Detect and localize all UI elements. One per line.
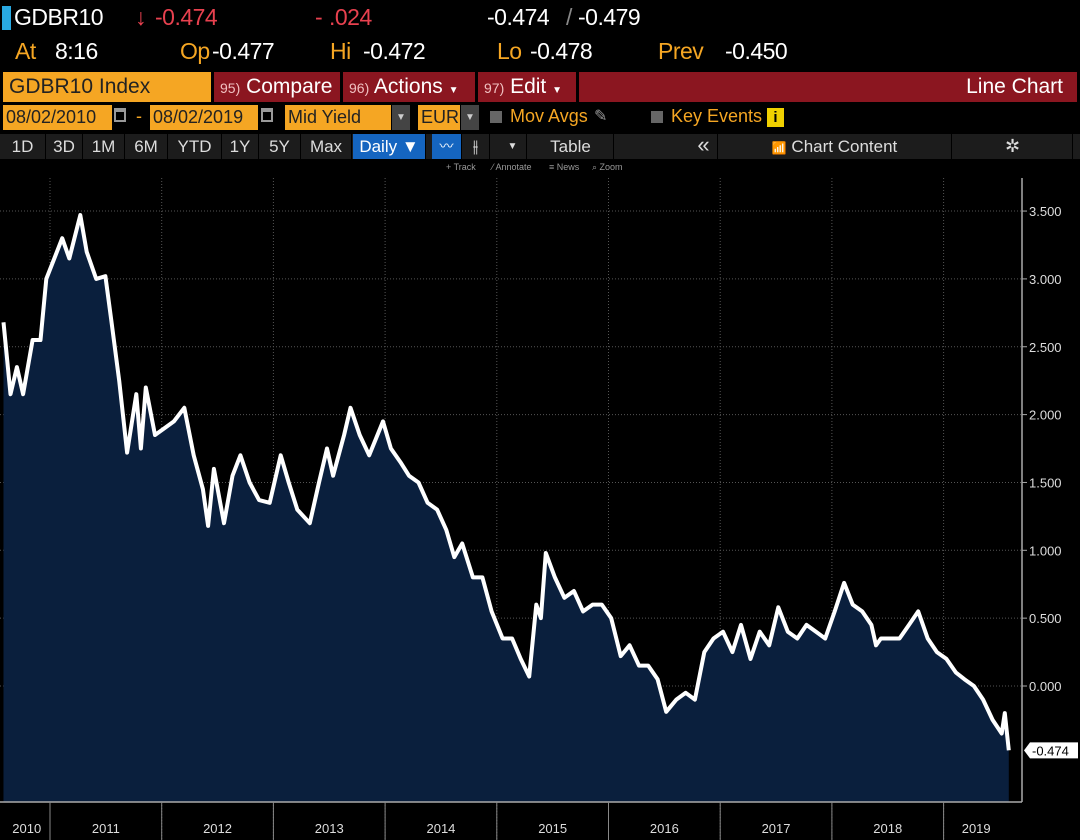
field-select[interactable]: Mid Yield: [285, 105, 391, 130]
compare-label: Compare: [246, 75, 333, 98]
frequency-select[interactable]: Daily ▼: [353, 134, 426, 159]
net-change: .024: [329, 4, 372, 30]
y-tick-label: 3.500: [1029, 204, 1062, 219]
x-tick-label: 2011: [92, 821, 120, 836]
period-3d[interactable]: 3D: [46, 134, 83, 159]
x-tick-label: 2010: [12, 821, 41, 836]
bid: -0.474: [487, 4, 550, 30]
info-icon[interactable]: i: [767, 108, 784, 127]
high-value: -0.472: [363, 38, 426, 64]
high-label: Hi: [330, 38, 351, 64]
track-tool[interactable]: + Track: [446, 162, 476, 172]
yield-line: [1, 213, 1011, 751]
x-tick-label: 2014: [426, 821, 455, 836]
net-change-sign: -: [315, 4, 323, 30]
y-tick-label: 0.000: [1029, 679, 1062, 694]
edit-label: Edit: [510, 75, 547, 98]
y-tick-label: 2.500: [1029, 340, 1062, 355]
news-tool[interactable]: ≡ News: [549, 162, 580, 172]
annotate-tool[interactable]: ⁄ Annotate: [492, 162, 532, 172]
end-date-field[interactable]: 08/02/2019: [150, 105, 258, 130]
area-fill: [3, 215, 1009, 803]
down-arrow-icon: ↓: [135, 4, 147, 30]
period-ytd[interactable]: YTD: [168, 134, 222, 159]
ask: -0.479: [578, 4, 641, 30]
period-1y[interactable]: 1Y: [222, 134, 259, 159]
start-date-field[interactable]: 08/02/2010: [3, 105, 112, 130]
key-events-label: Key Events: [671, 106, 763, 126]
security-text: GDBR10 Index: [9, 75, 151, 98]
x-tick-label: 2017: [762, 821, 791, 836]
chart-content-icon: 📶: [771, 141, 787, 155]
dropdown-icon[interactable]: ▼: [499, 134, 527, 159]
compare-button[interactable]: 95) Compare: [214, 72, 340, 102]
open-value: -0.477: [212, 38, 275, 64]
open-label: Op: [180, 38, 210, 64]
y-tick-label: 1.500: [1029, 475, 1062, 490]
period-max[interactable]: Max: [301, 134, 352, 159]
low-label: Lo: [497, 38, 522, 64]
last-value-label: -0.474: [1032, 743, 1069, 758]
security-field[interactable]: GDBR10 Index: [3, 72, 211, 102]
zoom-tool[interactable]: ⌕ Zoom: [592, 162, 623, 172]
at-value: 8:16: [55, 38, 98, 64]
x-tick-label: 2018: [873, 821, 902, 836]
x-tick-label: 2015: [538, 821, 567, 836]
dropdown-icon[interactable]: ▼: [461, 105, 479, 130]
last-value-tag: [1024, 742, 1078, 759]
line-chart-icon[interactable]: 〰: [432, 134, 462, 159]
y-tick-label: 0.500: [1029, 611, 1062, 626]
last-price: -0.474: [155, 4, 218, 30]
prev-label: Prev: [658, 38, 704, 64]
slash: /: [566, 4, 572, 30]
mov-avgs-label: Mov Avgs: [510, 106, 588, 126]
at-label: At: [15, 38, 36, 64]
low-value: -0.478: [530, 38, 593, 64]
ticker: GDBR10: [14, 4, 104, 30]
edit-button[interactable]: 97) Edit ▼: [478, 72, 576, 102]
mov-avgs-checkbox[interactable]: [490, 111, 502, 123]
y-tick-label: 2.000: [1029, 408, 1062, 423]
period-6m[interactable]: 6M: [125, 134, 168, 159]
table-button[interactable]: Table: [528, 134, 614, 159]
edit-num: 97): [484, 80, 505, 96]
currency-select[interactable]: EUR: [418, 105, 460, 130]
chart-type-label: Line Chart: [966, 75, 1063, 98]
prev-value: -0.450: [725, 38, 788, 64]
key-events-checkbox[interactable]: [651, 111, 663, 123]
ticker-marker: [2, 6, 11, 30]
dropdown-icon: ▼: [552, 85, 563, 96]
chart-content-label: Chart Content: [791, 137, 898, 156]
period-5y[interactable]: 5Y: [259, 134, 301, 159]
x-tick-label: 2012: [203, 821, 232, 836]
calendar-icon[interactable]: [261, 108, 273, 122]
dropdown-icon: ▼: [448, 85, 459, 96]
pencil-icon[interactable]: ✎: [594, 108, 608, 125]
x-tick-label: 2013: [315, 821, 344, 836]
gear-icon[interactable]: ✲: [953, 134, 1073, 159]
period-1m[interactable]: 1M: [83, 134, 125, 159]
y-tick-label: 1.000: [1029, 543, 1062, 558]
actions-num: 96): [349, 80, 370, 96]
actions-button[interactable]: 96) Actions ▼: [343, 72, 475, 102]
collapse-button[interactable]: «: [690, 134, 718, 159]
y-tick-label: 3.000: [1029, 272, 1062, 287]
period-1d[interactable]: 1D: [0, 134, 46, 159]
dropdown-icon[interactable]: ▼: [392, 105, 410, 130]
compare-num: 95): [220, 80, 241, 96]
bar-chart-icon[interactable]: ⫲: [462, 134, 490, 159]
chart-type-bar: Line Chart: [579, 72, 1077, 102]
x-tick-label: 2019: [962, 821, 991, 836]
date-dash: -: [136, 106, 142, 126]
chart-content-button[interactable]: 📶 Chart Content: [718, 134, 952, 159]
actions-label: Actions: [373, 75, 443, 98]
x-tick-label: 2016: [650, 821, 679, 836]
toolbar: GDBR10 Index 95) Compare 96) Actions ▼ 9…: [0, 72, 1080, 102]
period-bar: 1D 3D 1M 6M YTD 1Y 5Y Max Daily ▼ 〰 ⫲ ▼ …: [0, 134, 1080, 159]
calendar-icon[interactable]: [114, 108, 126, 122]
